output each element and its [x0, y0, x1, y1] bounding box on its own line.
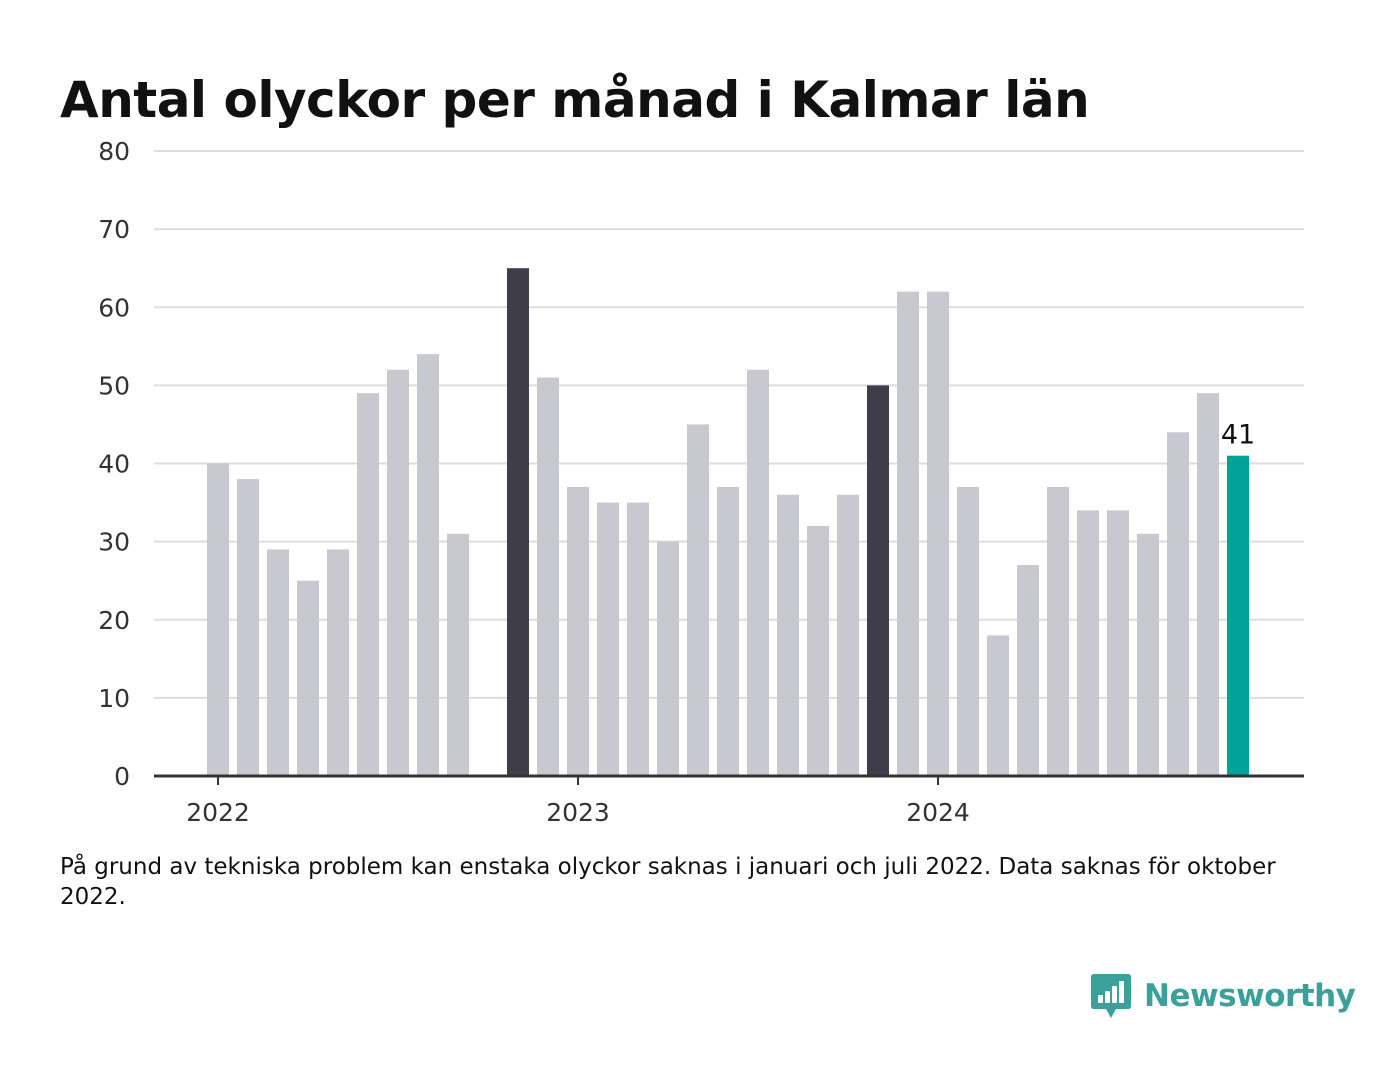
- latest-value-label: 41: [1221, 420, 1255, 451]
- bar-2024-06: [1077, 510, 1099, 776]
- bar-2022-03: [267, 549, 289, 776]
- bar-2024-05: [1047, 486, 1069, 776]
- y-tick-label: 10: [98, 684, 130, 713]
- bar-2024-07: [1107, 510, 1129, 776]
- brand-name: Newsworthy: [1144, 978, 1356, 1014]
- bar-2022-09: [447, 533, 469, 776]
- data-labels: 41: [1218, 417, 1257, 453]
- bar-2024-09: [1167, 432, 1189, 776]
- x-tick-label: 2022: [186, 798, 250, 827]
- bar-2023-11: [867, 385, 889, 776]
- y-tick-label: 30: [98, 528, 130, 557]
- bar-2024-11: [1227, 455, 1249, 776]
- bar-2024-10: [1197, 393, 1219, 776]
- y-tick-label: 50: [98, 371, 130, 400]
- bar-2023-08: [777, 494, 799, 776]
- bar-chart: 0 10 20 30 40 50 60 70 80 2022 2023 2024 41: [98, 137, 1304, 827]
- bar-2022-08: [417, 354, 439, 776]
- bar-2022-04: [297, 580, 319, 776]
- bar-2022-02: [237, 479, 259, 776]
- y-tick-label: 70: [98, 215, 130, 244]
- bar-2022-12: [537, 377, 559, 776]
- bar-2023-09: [807, 526, 829, 776]
- bar-2024-01: [927, 291, 949, 776]
- bar-2022-07: [387, 369, 409, 776]
- y-tick-label: 0: [114, 762, 130, 791]
- bars: [207, 268, 1249, 776]
- bar-2023-10: [837, 494, 859, 776]
- bar-2023-02: [597, 502, 619, 776]
- y-tick-label: 80: [98, 137, 130, 166]
- bar-2022-11: [507, 268, 529, 776]
- bar-2023-12: [897, 291, 919, 776]
- bar-2024-04: [1017, 565, 1039, 776]
- brand-logo-link[interactable]: Newsworthy: [1090, 970, 1356, 1022]
- bar-2022-01: [207, 463, 229, 776]
- bar-2024-02: [957, 486, 979, 776]
- x-axis-tick-labels: 2022 2023 2024: [186, 776, 970, 827]
- y-tick-label: 40: [98, 450, 130, 479]
- newsworthy-logo-icon: [1091, 974, 1131, 1018]
- x-tick-label: 2024: [906, 798, 970, 827]
- x-tick-label: 2023: [546, 798, 610, 827]
- bar-2023-03: [627, 502, 649, 776]
- bar-2023-05: [687, 424, 709, 776]
- y-tick-label: 60: [98, 293, 130, 322]
- bar-2024-03: [987, 635, 1009, 776]
- y-tick-label: 20: [98, 606, 130, 635]
- bar-2023-07: [747, 369, 769, 776]
- bar-2023-04: [657, 541, 679, 776]
- bar-2024-08: [1137, 533, 1159, 776]
- bar-2023-01: [567, 486, 589, 776]
- bar-2023-06: [717, 486, 739, 776]
- y-axis-tick-labels: 0 10 20 30 40 50 60 70 80: [98, 137, 130, 791]
- chart-title: Antal olyckor per månad i Kalmar län: [60, 71, 1090, 129]
- footnote: På grund av tekniska problem kan enstaka…: [60, 854, 1276, 910]
- bar-2022-05: [327, 549, 349, 776]
- bar-2022-06: [357, 393, 379, 776]
